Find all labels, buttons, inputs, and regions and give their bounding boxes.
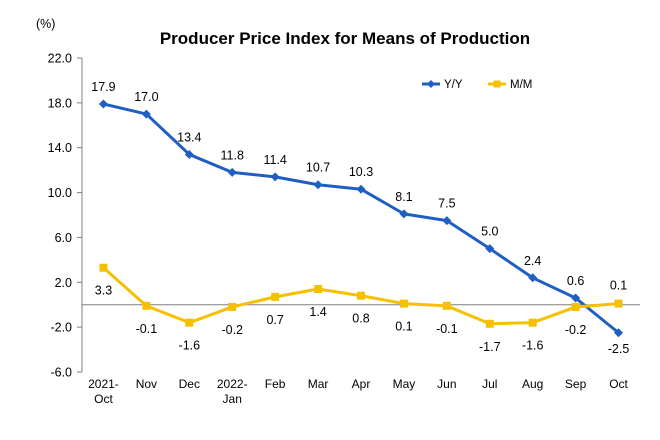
data-label-yy: -2.5 bbox=[608, 342, 630, 356]
data-label-mm: -0.2 bbox=[565, 323, 587, 337]
point-yy bbox=[399, 209, 409, 219]
data-label-yy: 10.7 bbox=[306, 161, 330, 175]
data-label-yy: 17.0 bbox=[134, 90, 158, 104]
data-labels: 17.9 17.0 13.4 11.8 11.4 10.7 10.3 8.1 7.5 5.0 2.4… bbox=[91, 80, 629, 356]
point-yy bbox=[356, 184, 366, 194]
x-tick-label: Apr bbox=[352, 377, 371, 391]
data-label-yy: 8.1 bbox=[395, 190, 412, 204]
point-yy bbox=[270, 172, 280, 182]
point-mm bbox=[528, 318, 537, 327]
x-axis: 2021-Oct Nov Dec 2022-Jan Feb Mar Apr May Jun Jul… bbox=[82, 304, 640, 406]
x-tick-label: Dec bbox=[179, 377, 200, 391]
x-tick-label: Aug bbox=[522, 377, 543, 391]
legend: Y/Y M/M bbox=[422, 79, 532, 91]
data-label-yy: 17.9 bbox=[91, 80, 115, 94]
data-label-yy: 11.4 bbox=[263, 153, 286, 167]
x-tick-label: Nov bbox=[136, 377, 157, 391]
data-label-yy: 7.5 bbox=[438, 197, 455, 211]
legend-label-yy: Y/Y bbox=[444, 79, 463, 91]
x-tick-label: Jun bbox=[437, 377, 456, 391]
data-label-mm: -0.2 bbox=[221, 323, 243, 337]
data-label-yy: 10.3 bbox=[349, 165, 373, 179]
y-tick-label: 2.0 bbox=[55, 276, 72, 290]
point-yy bbox=[442, 216, 452, 226]
point-yy bbox=[528, 273, 538, 283]
point-mm bbox=[314, 285, 323, 294]
y-axis-unit: (%) bbox=[36, 17, 55, 31]
x-tick-label: Oct bbox=[609, 377, 628, 391]
point-yy bbox=[313, 180, 323, 190]
x-tick-label: Mar bbox=[308, 377, 329, 391]
data-label-mm: -0.1 bbox=[136, 322, 158, 336]
point-mm bbox=[271, 292, 280, 301]
data-label-mm: -1.6 bbox=[522, 339, 544, 353]
data-label-yy: 0.6 bbox=[567, 274, 584, 288]
point-mm bbox=[485, 319, 494, 328]
point-mm bbox=[357, 291, 365, 300]
data-label-yy: 5.0 bbox=[481, 225, 498, 239]
data-label-mm: 1.4 bbox=[309, 305, 326, 319]
y-axis: 22.0 18.0 14.0 10.0 6.0 2.0 -2.0 -6.0 bbox=[48, 52, 83, 380]
y-tick-label: 6.0 bbox=[55, 231, 72, 245]
data-label-mm: 3.3 bbox=[95, 284, 112, 298]
y-tick-label: 10.0 bbox=[48, 186, 72, 200]
data-label-mm: 0.8 bbox=[352, 312, 369, 326]
series-layer bbox=[98, 99, 624, 338]
y-tick-label: 18.0 bbox=[48, 96, 72, 110]
point-mm bbox=[228, 302, 237, 311]
data-label-mm: -1.6 bbox=[179, 339, 201, 353]
point-mm bbox=[442, 301, 451, 310]
y-tick-label: 14.0 bbox=[48, 141, 72, 155]
data-label-yy: 13.4 bbox=[177, 130, 201, 144]
x-tick-label: 2022-Jan bbox=[217, 377, 248, 406]
x-tick-label: Feb bbox=[265, 377, 286, 391]
point-yy bbox=[141, 109, 151, 119]
point-mm bbox=[614, 299, 623, 308]
x-tick-label: Sep bbox=[565, 377, 587, 391]
point-yy bbox=[184, 149, 194, 159]
legend-label-mm: M/M bbox=[510, 79, 532, 91]
point-yy bbox=[614, 328, 624, 338]
data-label-mm: 0.7 bbox=[266, 313, 283, 327]
point-mm bbox=[142, 301, 151, 310]
point-mm bbox=[99, 263, 108, 272]
point-mm bbox=[571, 302, 580, 311]
point-yy bbox=[227, 167, 237, 177]
data-label-yy: 11.8 bbox=[221, 148, 244, 162]
legend-marker-mm bbox=[493, 80, 501, 88]
point-yy bbox=[485, 244, 495, 254]
data-label-mm: 0.1 bbox=[610, 279, 627, 293]
x-tick-label: 2021-Oct bbox=[88, 377, 119, 406]
point-yy bbox=[571, 293, 581, 303]
point-yy bbox=[98, 99, 108, 109]
x-tick-label: May bbox=[393, 377, 416, 391]
data-label-mm: -0.1 bbox=[436, 322, 458, 336]
point-mm bbox=[185, 318, 194, 327]
data-label-mm: -1.7 bbox=[479, 340, 501, 354]
x-tick-label: Jul bbox=[482, 377, 497, 391]
y-tick-label: -6.0 bbox=[50, 366, 72, 380]
y-tick-label: -2.0 bbox=[50, 321, 72, 335]
legend-marker-yy bbox=[427, 80, 435, 88]
point-mm bbox=[399, 299, 408, 308]
y-tick-label: 22.0 bbox=[48, 52, 72, 66]
chart-title: Producer Price Index for Means of Produc… bbox=[160, 29, 530, 48]
data-label-yy: 2.4 bbox=[524, 254, 541, 268]
data-label-mm: 0.1 bbox=[395, 320, 412, 334]
